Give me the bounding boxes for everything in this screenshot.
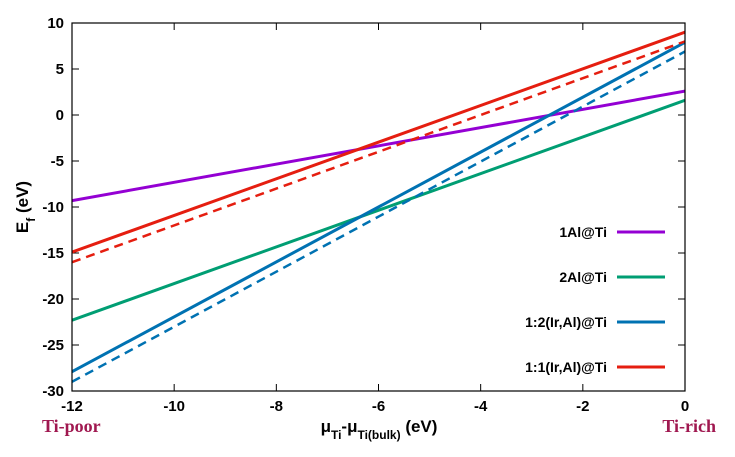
series-lines — [72, 30, 685, 383]
x-tick-label: -2 — [576, 398, 589, 415]
series-line-0 — [72, 89, 685, 203]
y-tick-label: -25 — [42, 337, 64, 354]
legend-label: 1Al@Ti — [559, 224, 607, 240]
x-axis-label: μTi-μTi(bulk) (eV) — [321, 417, 438, 442]
x-tick-label: -12 — [61, 398, 83, 415]
series-line-2 — [72, 40, 685, 374]
plot-frame — [71, 22, 686, 392]
series-line-4 — [72, 50, 685, 383]
x-tick-label: -8 — [270, 398, 283, 415]
legend-label: 1:2(Ir,Al)@Ti — [525, 314, 607, 330]
y-tick-label: 10 — [47, 15, 64, 32]
y-tick-label: -5 — [51, 153, 64, 170]
y-tick-label: 0 — [56, 107, 64, 124]
ti-rich-annotation: Ti-rich — [662, 416, 716, 436]
y-tick-label: -20 — [42, 291, 64, 308]
series-line-3 — [72, 30, 685, 254]
ti-poor-annotation: Ti-poor — [42, 416, 101, 436]
x-tick-label: 0 — [681, 398, 689, 415]
y-tick-label: -30 — [42, 383, 64, 400]
series-line-5 — [72, 40, 685, 264]
x-tick-label: -10 — [163, 398, 185, 415]
x-tick-label: -6 — [372, 398, 385, 415]
legend: 1Al@Ti 2Al@Ti 1:2(Ir,Al)@Ti 1:1(Ir,Al)@Ti — [525, 224, 665, 375]
y-tick-label: -10 — [42, 199, 64, 216]
y-axis-label: Ef (eV) — [13, 181, 38, 233]
y-tick-label: 5 — [56, 61, 64, 78]
legend-label: 1:1(Ir,Al)@Ti — [525, 359, 607, 375]
legend-label: 2Al@Ti — [559, 269, 607, 285]
y-tick-label: -15 — [42, 245, 64, 262]
x-tick-label: -4 — [474, 398, 488, 415]
series-line-1 — [72, 98, 685, 322]
